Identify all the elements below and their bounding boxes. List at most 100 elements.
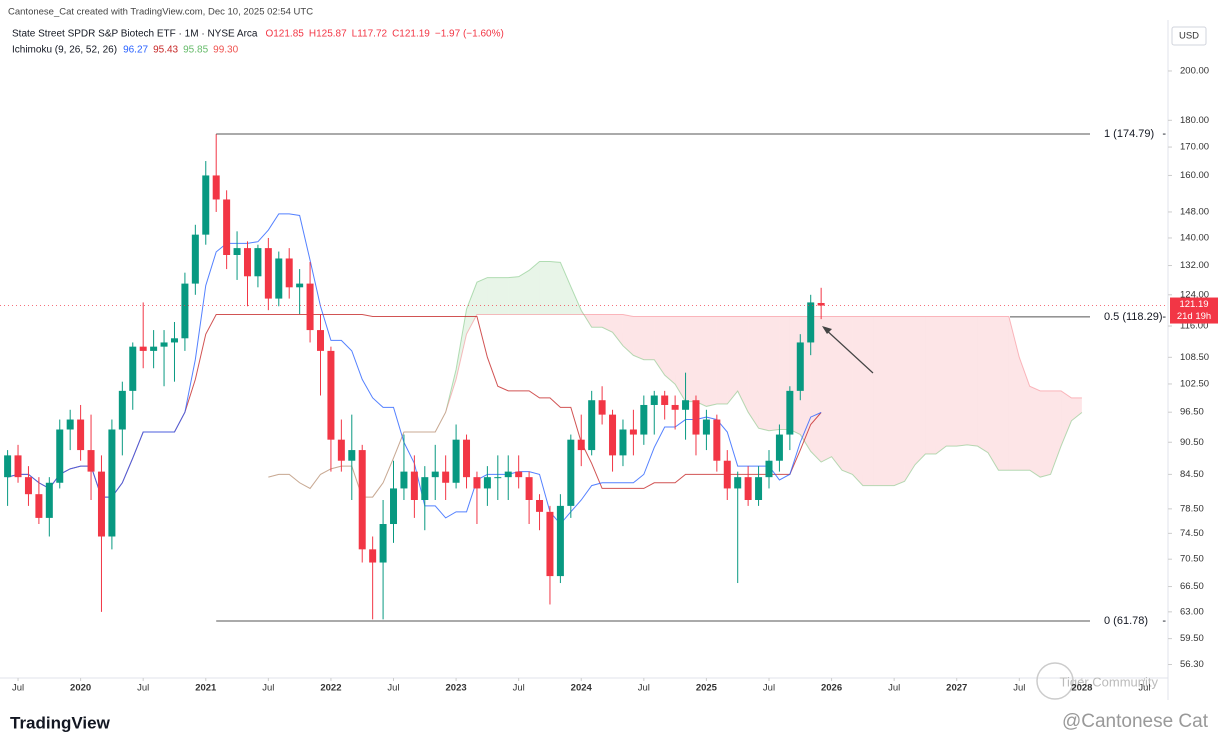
price-tag-value: 121.19 — [1179, 299, 1208, 310]
cloud-segment — [758, 316, 769, 431]
cloud-segment — [1071, 397, 1082, 421]
y-tick-label: 140.00 — [1180, 232, 1209, 243]
x-tick-label: Jul — [888, 683, 900, 694]
candle-body — [463, 439, 471, 478]
candle-body — [348, 450, 356, 461]
candle-body — [713, 419, 721, 461]
candle-body — [661, 395, 669, 405]
credit: Cantonese_Cat created with TradingView.c… — [8, 7, 313, 18]
candle-body — [421, 477, 429, 500]
candle-body — [734, 477, 742, 489]
candle-body — [66, 419, 74, 430]
plot-area — [4, 134, 1083, 620]
y-tick-label: 59.50 — [1180, 633, 1204, 644]
candle-body — [56, 429, 64, 483]
candle-body — [817, 302, 825, 306]
candle-body — [765, 460, 773, 478]
currency-box[interactable] — [1171, 26, 1207, 46]
candle-body — [14, 455, 22, 478]
y-tick-label: 102.50 — [1180, 378, 1209, 389]
candle-body — [442, 471, 450, 483]
candle-body — [296, 283, 304, 288]
candle-body — [452, 439, 460, 483]
y-tick-label: 116.00 — [1180, 321, 1208, 332]
candle-body — [317, 330, 324, 351]
candle-body — [650, 395, 658, 405]
cloud-segment — [664, 316, 676, 385]
cloud-segment — [518, 270, 530, 315]
y-tick-label: 74.50 — [1180, 528, 1204, 539]
candle-body — [254, 248, 262, 277]
x-tick-label: Jul — [763, 683, 775, 694]
y-tick-label: 96.50 — [1180, 407, 1204, 418]
candle-body — [337, 439, 345, 461]
ohlc-value: C121.19 — [392, 29, 430, 40]
x-tick-label: Jul — [12, 683, 24, 694]
cloud-segment — [842, 316, 853, 475]
cloud-segment — [904, 316, 916, 482]
y-tick-label: 160.00 — [1180, 170, 1209, 181]
y-tick-label: 78.50 — [1180, 503, 1204, 514]
y-tick-label: 132.00 — [1180, 260, 1209, 271]
indicator-value: 95.43 — [153, 45, 178, 56]
fib-dash: - — [1162, 615, 1166, 627]
ohlc-value: L117.72 — [352, 29, 388, 40]
y-tick-label: 148.00 — [1180, 206, 1209, 217]
indicator-value: 96.27 — [123, 45, 148, 56]
candle-body — [181, 283, 189, 339]
candle-body — [369, 549, 377, 563]
candle-body — [410, 471, 418, 500]
cloud-segment — [1008, 316, 1020, 471]
x-tick-label: 2026 — [821, 683, 842, 694]
candle-body — [744, 477, 752, 500]
candle-body — [379, 524, 387, 563]
candle-body — [494, 477, 502, 479]
x-tick-label: 2028 — [1071, 683, 1092, 694]
cloud-segment — [873, 316, 884, 486]
cloud-segment — [716, 316, 728, 405]
cloud-segment — [706, 316, 717, 407]
candle-body — [682, 400, 690, 410]
fib-dash: - — [1162, 128, 1166, 140]
cloud-segment — [622, 314, 634, 356]
candle-body — [139, 346, 147, 351]
candle-body — [536, 499, 544, 512]
candle-body — [212, 175, 220, 200]
candle-body — [170, 338, 178, 343]
cloud-segment — [508, 276, 519, 315]
candle-body — [702, 419, 710, 435]
cloud-segment — [383, 458, 394, 483]
y-tick-label: 84.50 — [1180, 469, 1204, 480]
candle-body — [129, 346, 137, 391]
cloud-segment — [998, 316, 1009, 471]
cloud-segment — [935, 316, 947, 455]
y-tick-label: 200.00 — [1180, 65, 1209, 76]
fib-label: 1 (174.79) — [1104, 128, 1154, 140]
cloud-segment — [768, 316, 780, 431]
candle-body — [77, 419, 85, 451]
watermark-logo — [1036, 662, 1074, 700]
x-tick-label: 2027 — [946, 683, 967, 694]
ohlc-value: O121.85 — [265, 29, 304, 40]
cloud-segment — [748, 316, 759, 429]
ohlc-value: H125.87 — [309, 29, 347, 40]
x-tick-label: Jul — [1013, 683, 1025, 694]
candle-body — [35, 494, 43, 518]
candle-body — [483, 477, 491, 489]
candle-body — [306, 283, 314, 331]
candle-body — [191, 234, 199, 284]
cloud-segment — [737, 316, 749, 413]
candle-body — [525, 477, 533, 500]
y-tick-label: 124.00 — [1180, 289, 1209, 300]
candle-body — [775, 434, 783, 461]
candle-body — [327, 350, 335, 440]
cloud-segment — [549, 261, 561, 315]
cloud-segment — [539, 261, 550, 315]
candle-body — [45, 482, 53, 518]
cloud-segment — [633, 316, 644, 360]
candle-body — [671, 404, 679, 410]
indicator-value: 99.30 — [213, 45, 238, 56]
candle-body — [692, 400, 700, 435]
indicator-name: Ichimoku (9, 26, 52, 26) — [12, 45, 117, 56]
